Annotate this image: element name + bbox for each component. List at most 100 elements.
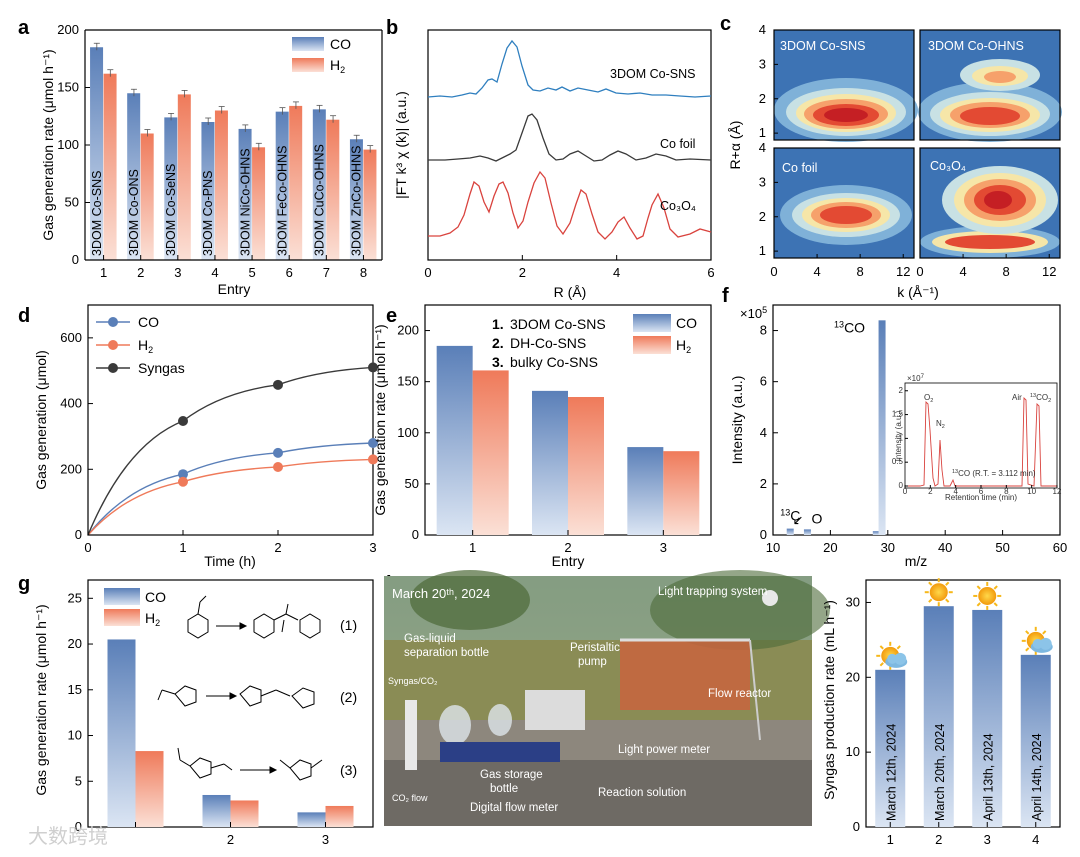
y-axis-title: Intensity (a.u.)	[729, 376, 745, 465]
data-point-syngas	[273, 379, 283, 390]
map-label-4: Co₃O₄	[930, 159, 966, 173]
y-tick-label: 150	[397, 374, 419, 389]
x-tick-label: 5	[248, 265, 255, 280]
panel-label-e: e	[386, 305, 397, 327]
plot-frame	[87, 304, 374, 536]
x-axis-title: Entry	[552, 553, 585, 569]
y-axis-title: Gas generation (μmol)	[33, 350, 49, 490]
partly-cloudy-icon	[876, 641, 908, 670]
data-point-syngas	[368, 362, 378, 373]
bar-date-label: March 20th, 2024	[933, 724, 947, 821]
svg-text:Syngas/CO₂: Syngas/CO₂	[388, 676, 438, 686]
svg-text:2: 2	[928, 487, 933, 496]
y-tick-label: 3	[759, 174, 766, 189]
panel-e: e 0 50 100 150 200 1 2 3 Entry Gas generation r…	[372, 304, 712, 569]
y-tick-label: 20	[846, 669, 860, 684]
x-tick-label: 4	[1032, 832, 1039, 847]
x-tick-label: 3	[369, 540, 376, 555]
bar-co-2	[127, 93, 141, 260]
x-tick-label: 3	[660, 540, 667, 555]
y-tick-label: 10	[846, 744, 860, 759]
svg-text:2: 2	[899, 386, 904, 395]
x-tick-label: 2	[564, 540, 571, 555]
y-tick-label: 4	[759, 22, 766, 37]
reaction-scheme-3	[177, 747, 323, 781]
svg-text:Peristaltic: Peristaltic	[570, 642, 620, 654]
mass-peak	[878, 320, 886, 535]
bar-co-1	[90, 47, 104, 260]
svg-text:N2: N2	[936, 419, 945, 430]
y-tick-label: 8	[760, 323, 767, 338]
panel-label-g: g	[18, 573, 30, 595]
legend-swatch-h2	[292, 58, 324, 72]
y-tick-label: 25	[68, 590, 82, 605]
data-point-h2	[368, 454, 378, 465]
panel-h: h March 20ᵗʰ, 2024 Light trapping system…	[384, 570, 830, 826]
bar-co-5	[238, 128, 252, 260]
x-tick-label: 1	[469, 540, 476, 555]
bar-label: 3DOM CuCo-OHNS	[313, 144, 327, 256]
watermark: 大数跨境	[28, 825, 108, 848]
reaction-label-3: (3)	[340, 762, 357, 778]
bar-co-8	[349, 139, 363, 260]
bar-co-2	[532, 390, 568, 535]
x-tick-label: 2	[274, 540, 281, 555]
y-tick-label: 0	[72, 252, 79, 267]
y-tick-label: 200	[60, 461, 82, 476]
bar-date-label: April 14th, 2024	[1030, 733, 1044, 821]
y-tick-label: 0	[853, 819, 860, 834]
series-label-3dom-co-sns: 3DOM Co-SNS	[610, 67, 695, 81]
x-tick-label: 2	[935, 832, 942, 847]
y-tick-label: 0	[75, 819, 82, 834]
y-tick-label: 50	[405, 476, 419, 491]
y-axis-title: Gas generation rate (μmol h⁻¹)	[40, 49, 56, 240]
bar-co-7	[312, 109, 326, 260]
legend: CO H2	[104, 588, 166, 628]
photo-labels: March 20ᵗʰ, 2024 Light trapping system G…	[388, 586, 771, 814]
svg-text:O2: O2	[924, 393, 933, 404]
heatmap-co-foil	[774, 148, 914, 258]
x-tick-label: 50	[995, 540, 1009, 555]
svg-text:H2: H2	[676, 337, 691, 355]
reaction-scheme-2	[157, 685, 315, 709]
x-tick-label: 2	[137, 265, 144, 280]
y-tick-label: 6	[760, 374, 767, 389]
y-axis-title: Syngas production rate (mL h⁻¹)	[821, 600, 837, 800]
svg-text:pump: pump	[578, 656, 607, 668]
x-tick-label: 20	[823, 540, 837, 555]
panel-label-d: d	[18, 305, 30, 327]
bar-label: 3DOM Co-ONS	[127, 169, 141, 256]
entry-3: bulky Co-SNS	[510, 354, 598, 370]
series-line-syngas	[87, 366, 374, 536]
series-line-co	[87, 442, 374, 536]
y-tick-label: 4	[760, 425, 767, 440]
x-tick-label: 12	[896, 264, 910, 279]
map-label-2: 3DOM Co-OHNS	[928, 39, 1024, 53]
bar-h2-3	[177, 94, 191, 261]
svg-text:Digital flow meter: Digital flow meter	[470, 802, 558, 814]
map-label-1: 3DOM Co-SNS	[780, 39, 865, 53]
x-tick-label: 8	[1003, 264, 1010, 279]
legend-swatch-co	[292, 37, 324, 51]
svg-text:1.5: 1.5	[892, 410, 904, 419]
partly-cloudy-icon	[1021, 626, 1053, 655]
svg-text:2.: 2.	[492, 335, 504, 351]
bar-label: 3DOM Co-SeNS	[164, 164, 178, 256]
y-tick-label: 200	[397, 323, 419, 338]
heatmap-co3o4	[920, 148, 1060, 258]
bar-syngas-3	[972, 609, 1003, 827]
x-tick-label: 4	[613, 265, 620, 280]
bar-date-label: April 13th, 2024	[981, 733, 995, 821]
bar-co-2	[202, 794, 231, 827]
y-tick-label: 50	[65, 195, 79, 210]
legend-co: CO	[138, 314, 159, 330]
reaction-label-1: (1)	[340, 617, 357, 633]
x-tick-label: 6	[707, 265, 714, 280]
bar-label: 3DOM Co-SNS	[90, 171, 104, 256]
bar-h2-4	[214, 110, 228, 260]
bar-h2-1	[103, 73, 117, 260]
data-point-h2	[178, 476, 188, 487]
y-tick-label: 2	[760, 476, 767, 491]
svg-text:Flow reactor: Flow reactor	[708, 688, 771, 700]
